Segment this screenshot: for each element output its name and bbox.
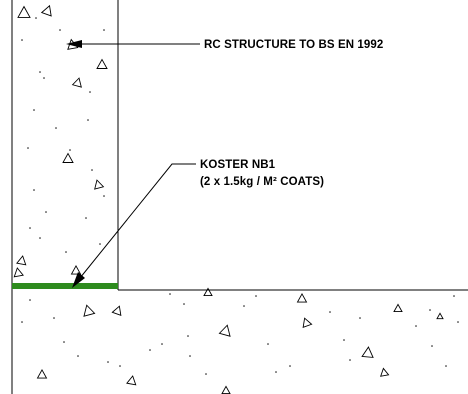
aggregate-dot xyxy=(119,365,121,367)
aggregate-dot xyxy=(255,295,257,297)
aggregate-dot xyxy=(53,317,55,319)
aggregate-dot xyxy=(33,189,35,191)
aggregate-triangle xyxy=(70,265,82,275)
aggregate-triangle xyxy=(111,305,122,317)
aggregate-triangle xyxy=(13,267,24,278)
aggregate-dot xyxy=(45,211,47,213)
aggregate-dot xyxy=(457,321,459,323)
aggregate-triangle xyxy=(40,4,52,17)
membrane-product-label: KOSTER NB1 xyxy=(200,159,276,171)
aggregate-dot xyxy=(103,29,105,31)
aggregate-dot xyxy=(27,147,29,149)
aggregate-dot xyxy=(43,77,45,79)
aggregate-dot xyxy=(267,343,269,345)
aggregate-dot xyxy=(91,169,93,171)
aggregate-dot xyxy=(275,371,277,373)
aggregate-dot xyxy=(103,195,105,197)
aggregate-dot xyxy=(431,345,433,347)
concrete-aggregate-hatch xyxy=(13,4,444,394)
aggregate-triangle xyxy=(83,304,96,317)
aggregate-dot xyxy=(59,29,61,31)
structure-leader-arrowhead xyxy=(66,40,82,48)
aggregate-dot xyxy=(29,227,31,229)
aggregate-dot xyxy=(429,309,431,311)
aggregate-dot xyxy=(205,373,207,375)
aggregate-dot xyxy=(161,343,163,345)
membrane-leader-line xyxy=(79,163,196,279)
aggregate-triangle xyxy=(126,375,137,386)
aggregate-dot xyxy=(87,119,89,121)
aggregate-triangle xyxy=(96,58,108,69)
aggregate-dot xyxy=(107,361,109,363)
aggregate-dot xyxy=(183,303,185,305)
aggregate-dot xyxy=(187,335,189,337)
aggregate-dot xyxy=(77,355,79,357)
concrete-dot-hatch xyxy=(21,17,459,375)
aggregate-dot xyxy=(33,109,35,111)
membrane-leader-arrowhead xyxy=(72,272,85,288)
aggregate-dot xyxy=(65,251,67,253)
aggregate-dot xyxy=(445,365,447,367)
aggregate-dot xyxy=(359,317,361,319)
aggregate-triangle xyxy=(17,5,31,18)
structure-label: RC STRUCTURE TO BS EN 1992 xyxy=(204,39,383,51)
aggregate-dot xyxy=(289,365,291,367)
aggregate-dot xyxy=(343,339,345,341)
aggregate-dot xyxy=(39,71,41,73)
aggregate-triangle xyxy=(361,346,374,358)
aggregate-dot xyxy=(243,305,245,307)
aggregate-triangle xyxy=(203,287,213,297)
aggregate-dot xyxy=(63,341,65,343)
aggregate-dot xyxy=(35,17,37,19)
aggregate-dot xyxy=(21,321,23,323)
aggregate-dot xyxy=(349,359,351,361)
aggregate-dot xyxy=(99,243,101,245)
aggregate-triangle xyxy=(71,77,82,88)
aggregate-triangle xyxy=(62,152,74,163)
aggregate-triangle xyxy=(393,303,403,313)
aggregate-dot xyxy=(39,237,41,239)
aggregate-triangle xyxy=(436,312,444,320)
membrane-coverage-label: (2 x 1.5kg / M² COATS) xyxy=(200,176,324,188)
aggregate-dot xyxy=(55,127,57,129)
aggregate-dot xyxy=(89,91,91,93)
aggregate-dot xyxy=(453,295,455,297)
aggregate-triangle xyxy=(221,385,231,394)
aggregate-dot xyxy=(29,299,31,301)
aggregate-dot xyxy=(21,39,23,41)
aggregate-triangle xyxy=(36,369,48,379)
aggregate-triangle xyxy=(218,324,231,337)
aggregate-triangle xyxy=(302,317,313,329)
aggregate-dot xyxy=(189,355,191,357)
aggregate-triangle xyxy=(16,255,27,266)
aggregate-dot xyxy=(149,349,151,351)
aggregate-dot xyxy=(69,149,71,151)
aggregate-triangle xyxy=(380,367,390,377)
aggregate-triangle xyxy=(296,293,308,303)
membrane-strip xyxy=(12,283,118,289)
aggregate-triangle xyxy=(94,179,105,190)
aggregate-dot xyxy=(169,293,171,295)
aggregate-dot xyxy=(329,311,331,313)
aggregate-dot xyxy=(415,325,417,327)
aggregate-dot xyxy=(85,217,87,219)
